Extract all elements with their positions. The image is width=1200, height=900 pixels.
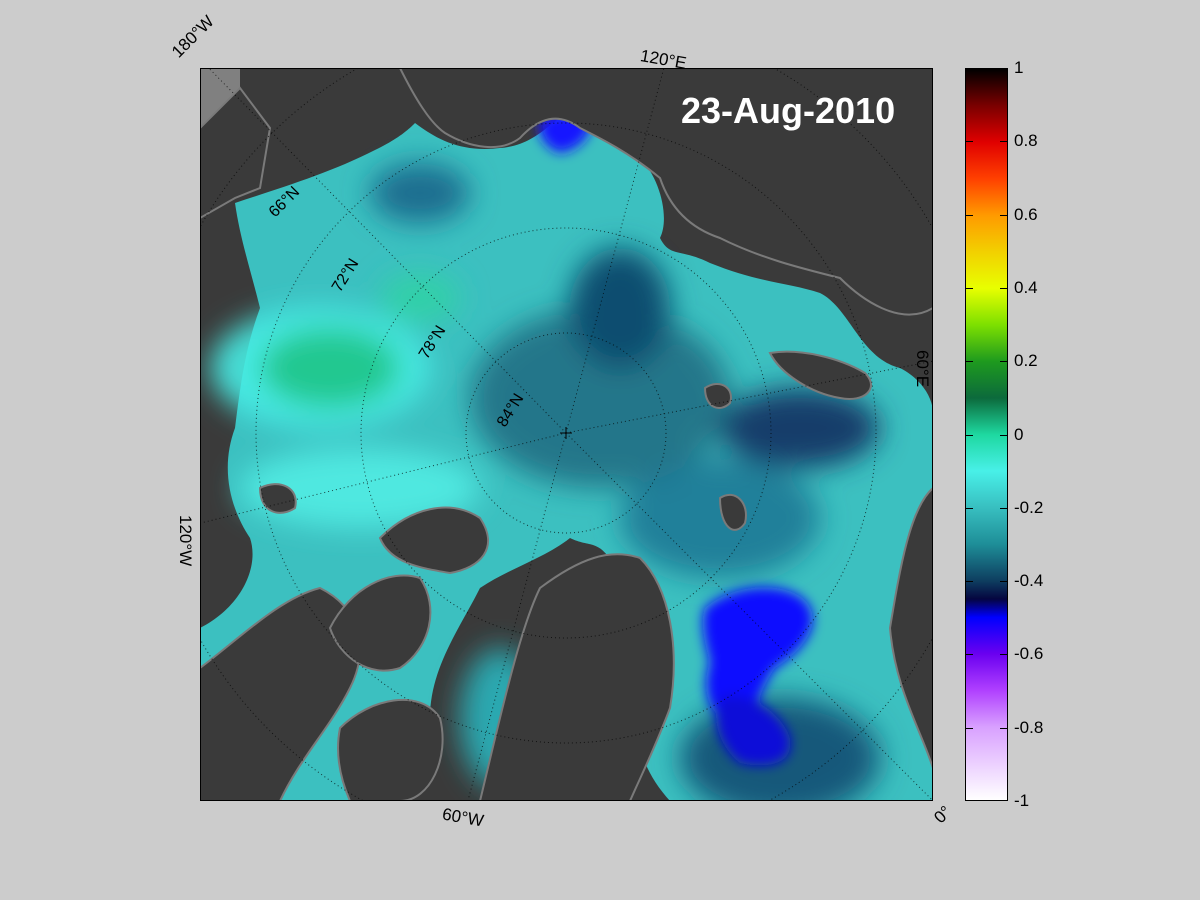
archipelago-island-2 [378, 506, 490, 575]
colorbar-tick-mark [966, 434, 973, 436]
lon-label-60w: 60°W [440, 804, 486, 831]
colorbar-tick-label: 0.6 [1014, 204, 1038, 224]
colorbar-tick-mark [1000, 581, 1008, 583]
colorbar-tick-mark [966, 507, 973, 509]
colorbar-tick-label: -0.4 [1014, 571, 1044, 591]
lon-label-180w: 180°W [168, 11, 218, 62]
north-pole-marker [560, 427, 572, 439]
lon-label-0: 0° [930, 802, 956, 828]
colorbar-tick-label: -1 [1014, 791, 1030, 810]
map-border [200, 68, 933, 801]
colorbar-tick-label: -0.6 [1014, 644, 1044, 664]
colorbar-tick-mark [1000, 141, 1008, 143]
colorbar-tick-label: 0.2 [1014, 351, 1038, 371]
colorbar-tick-mark [1000, 654, 1008, 656]
colorbar-tick-mark [1000, 727, 1008, 729]
lat-circle-84 [465, 332, 667, 534]
map-canvas: 66°N 72°N 78°N 84°N [200, 68, 933, 801]
colorbar-tick-mark [966, 581, 973, 583]
colorbar-tick-label: -0.8 [1014, 717, 1044, 737]
novaya-zemlya [768, 350, 872, 400]
negative-anomaly-patches [538, 110, 813, 766]
colorbar-tick-label: 1 [1014, 58, 1024, 77]
svalbard [718, 493, 747, 531]
alaska [200, 86, 272, 220]
sea-ice-map: 66°N 72°N 78°N 84°N [200, 68, 933, 801]
landmasses [200, 68, 933, 801]
colorbar-tick-mark [1000, 507, 1008, 509]
meridian-0 [565, 432, 933, 801]
colorbar-tick-mark [1000, 434, 1008, 436]
colorbar-tick-mark [1000, 214, 1008, 216]
meridian-60e [565, 360, 933, 434]
colorbar-tick-mark [966, 654, 973, 656]
lon-label-120w: 120°W [176, 515, 195, 567]
colorbar-tick-mark [966, 361, 973, 363]
colorbar-tick-mark [966, 287, 973, 289]
lat-circle-72 [255, 122, 877, 744]
archipelago-island-1 [328, 574, 432, 672]
lon-label-60e: 60°E [913, 350, 932, 388]
colorbar-tick-label: 0.8 [1014, 131, 1038, 151]
colorbar-tick-mark [966, 727, 973, 729]
greenland [478, 553, 675, 801]
baffin-island [337, 698, 444, 801]
siberia [398, 68, 933, 316]
graticule [200, 68, 933, 801]
colorbar-tick-mark [1000, 287, 1008, 289]
colorbar-tick-label: -0.2 [1014, 497, 1044, 517]
colorbar-tick-mark [966, 141, 973, 143]
archipelago-island-3 [258, 483, 297, 514]
colorbar-tick-label: 0 [1014, 424, 1024, 444]
colorbar-tick-label: 0.4 [1014, 277, 1038, 297]
date-label: 23-Aug-2010 [681, 90, 896, 131]
colorbar-tick-mark [1000, 361, 1008, 363]
lat-circle-78 [360, 227, 772, 639]
scandinavia [888, 486, 933, 769]
meridian-120e [565, 68, 665, 434]
colorbar-tick-mark [966, 214, 973, 216]
franz-josef-land [703, 383, 732, 409]
